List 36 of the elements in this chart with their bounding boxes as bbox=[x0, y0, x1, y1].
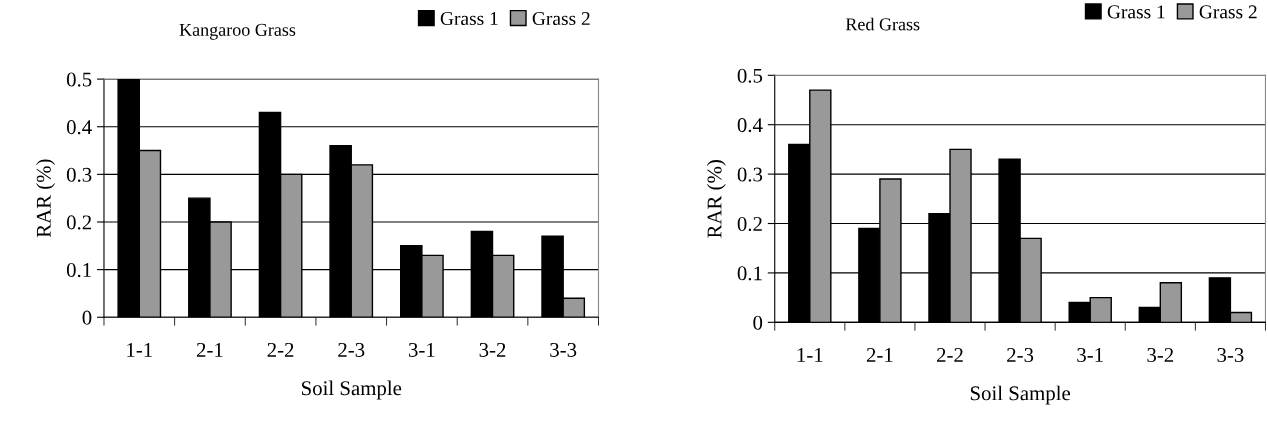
y-tick-label: 0 bbox=[82, 310, 92, 325]
x-tick-label: 3-1 bbox=[1077, 347, 1103, 362]
y-tick-label: 0 bbox=[753, 315, 763, 330]
y-tick-label: 0.3 bbox=[66, 167, 92, 182]
y-axis-title: RAR (%) bbox=[706, 160, 726, 238]
y-tick-label: 0.5 bbox=[737, 68, 763, 83]
x-tick-label: 3-2 bbox=[479, 342, 506, 357]
x-tick-label: 2-1 bbox=[866, 347, 893, 362]
x-tick-label: 2-2 bbox=[937, 347, 963, 362]
y-tick-label: 0.2 bbox=[737, 216, 762, 232]
chart-title: Red Grass bbox=[845, 17, 920, 31]
legend-label: Grass 1 bbox=[1107, 5, 1165, 19]
x-tick-label: 3-1 bbox=[408, 342, 435, 357]
legend-label: Grass 1 bbox=[440, 11, 498, 26]
y-tick-label: 0.1 bbox=[66, 262, 91, 278]
chart-title: Kangaroo Grass bbox=[179, 23, 296, 40]
y-axis-title: RAR (%) bbox=[36, 159, 56, 238]
x-axis-title: Soil Sample bbox=[970, 385, 1071, 405]
x-axis-title: Soil Sample bbox=[301, 380, 402, 400]
y-tick-label: 0.1 bbox=[737, 266, 762, 281]
y-tick-label: 0.5 bbox=[66, 72, 92, 87]
x-tick-label: 3-3 bbox=[1217, 347, 1244, 362]
x-tick-label: 3-2 bbox=[1147, 347, 1174, 362]
x-tick-label: 2-1 bbox=[196, 342, 223, 357]
y-tick-label: 0.3 bbox=[737, 167, 763, 182]
x-tick-label: 3-3 bbox=[550, 342, 577, 357]
legend-label: Grass 2 bbox=[1199, 5, 1257, 19]
x-tick-label: 2-3 bbox=[338, 342, 365, 357]
y-tick-label: 0.2 bbox=[66, 215, 92, 230]
x-tick-label: 1-1 bbox=[797, 348, 823, 362]
x-tick-label: 1-1 bbox=[127, 342, 152, 357]
y-tick-label: 0.4 bbox=[737, 118, 763, 133]
x-tick-label: 2-3 bbox=[1007, 347, 1034, 362]
x-tick-label: 2-2 bbox=[267, 342, 294, 357]
y-tick-label: 0.4 bbox=[66, 120, 92, 135]
legend-label: Grass 2 bbox=[532, 11, 590, 26]
